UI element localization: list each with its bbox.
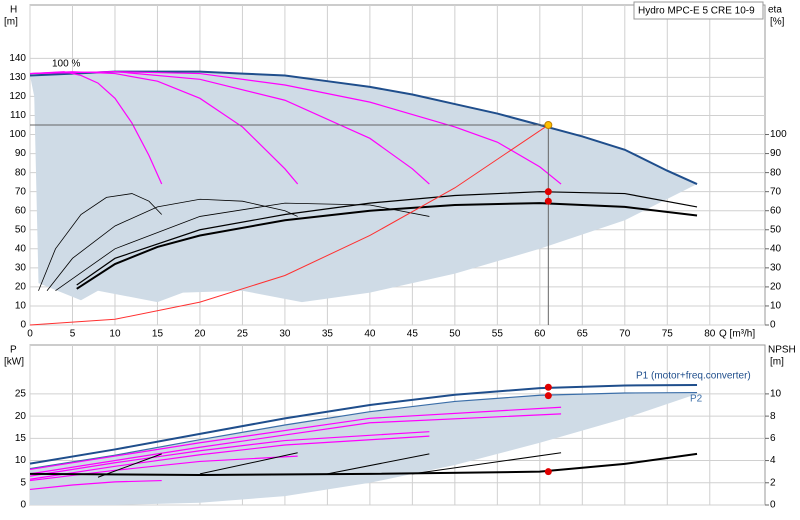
y2-tick-label: 60	[770, 205, 782, 216]
curve	[29, 479, 162, 491]
y2-tick-label: 100	[770, 129, 787, 140]
y-tick-label: 70	[15, 186, 27, 197]
curve	[412, 452, 562, 475]
x-tick-label: 50	[449, 329, 461, 340]
curve	[29, 406, 562, 471]
y2-tick-label: 70	[770, 186, 782, 197]
curve	[29, 124, 549, 326]
y-axis-label: H	[10, 5, 17, 16]
curve	[29, 435, 430, 480]
x-tick-label: 5	[70, 329, 76, 340]
y-tick-label: 140	[9, 53, 26, 64]
curve	[29, 452, 698, 477]
y2-tick-label: 30	[770, 262, 782, 273]
curve	[97, 453, 162, 478]
curve	[29, 71, 562, 185]
x-tick-label: 60	[534, 329, 546, 340]
y-tick-label: 20	[15, 411, 27, 422]
y-tick-label: 5	[20, 477, 26, 488]
y2-tick-label: 6	[770, 433, 776, 444]
x-tick-label: 10	[109, 329, 121, 340]
duty-point	[544, 121, 553, 129]
y2-axis-label: eta	[768, 5, 782, 16]
y2-tick-label: 40	[770, 243, 782, 254]
curve	[29, 384, 698, 465]
curve	[29, 391, 698, 470]
x-tick-label: 65	[577, 329, 589, 340]
duty-point	[544, 188, 552, 196]
curve	[76, 202, 698, 290]
x-tick-label: 20	[194, 329, 206, 340]
duty-point	[544, 383, 552, 391]
y2-tick-label: 90	[770, 148, 782, 159]
y2-tick-label: 0	[770, 320, 776, 331]
operating-range	[30, 392, 698, 505]
y-tick-label: 0	[20, 500, 26, 511]
curve	[29, 431, 430, 477]
curve	[38, 193, 162, 291]
y-axis-unit: [m]	[4, 17, 18, 28]
legend-entry: P1 (motor+freq.converter)	[636, 371, 751, 382]
y-tick-label: 50	[15, 224, 27, 235]
y2-tick-label: 4	[770, 455, 776, 466]
curve	[199, 452, 298, 475]
x-tick-label: 40	[364, 329, 376, 340]
x-tick-label: 75	[662, 329, 674, 340]
y-axis-unit: [kW]	[4, 357, 24, 368]
x-tick-label: 80	[704, 329, 716, 340]
y-tick-label: 15	[15, 433, 27, 444]
y-tick-label: 25	[15, 389, 27, 400]
legend-entry: P2	[690, 394, 703, 405]
y2-tick-label: 20	[770, 282, 782, 293]
curve	[327, 453, 430, 475]
y2-tick-label: 10	[770, 389, 782, 400]
y-tick-label: 30	[15, 262, 27, 273]
curve	[29, 455, 298, 482]
y-tick-label: 90	[15, 148, 27, 159]
duty-point	[544, 468, 552, 476]
curve	[76, 191, 698, 286]
y2-tick-label: 10	[770, 301, 782, 312]
x-tick-label: 70	[619, 329, 631, 340]
y-tick-label: 110	[10, 110, 26, 121]
x-tick-label: 45	[407, 329, 419, 340]
y2-axis-unit: [%]	[770, 17, 785, 28]
y2-axis-label: NPSH	[768, 345, 796, 356]
annotation: 100 %	[52, 59, 80, 70]
x-axis-label: Q [m³/h]	[719, 329, 755, 340]
curve	[29, 413, 562, 475]
duty-point	[544, 392, 552, 400]
y-tick-label: 120	[9, 91, 26, 102]
duty-point	[544, 197, 552, 205]
y-tick-label: 10	[15, 301, 27, 312]
y2-tick-label: 0	[770, 500, 776, 511]
y-tick-label: 40	[15, 243, 27, 254]
y-tick-label: 0	[20, 320, 26, 331]
x-tick-label: 0	[27, 329, 33, 340]
operating-range	[30, 71, 698, 303]
y-tick-label: 20	[15, 282, 27, 293]
curve	[46, 198, 298, 291]
x-tick-label: 55	[492, 329, 504, 340]
x-tick-label: 30	[279, 329, 291, 340]
y-tick-label: 60	[15, 205, 27, 216]
legend-box	[633, 1, 764, 20]
y-tick-label: 80	[15, 167, 27, 178]
x-tick-label: 25	[237, 329, 249, 340]
x-tick-label: 35	[322, 329, 334, 340]
y-axis-label: P	[10, 345, 17, 356]
y-tick-label: 100	[9, 129, 26, 140]
y2-tick-label: 2	[770, 477, 776, 488]
curve	[55, 202, 430, 292]
x-tick-label: 15	[152, 329, 164, 340]
y-tick-label: 130	[9, 72, 26, 83]
y-tick-label: 10	[15, 455, 27, 466]
legend-title: Hydro MPC-E 5 CRE 10-9	[638, 6, 755, 17]
curve	[29, 70, 698, 185]
y2-axis-unit: [m]	[770, 357, 784, 368]
y2-tick-label: 80	[770, 167, 782, 178]
y2-tick-label: 8	[770, 411, 776, 422]
y2-tick-label: 50	[770, 224, 782, 235]
